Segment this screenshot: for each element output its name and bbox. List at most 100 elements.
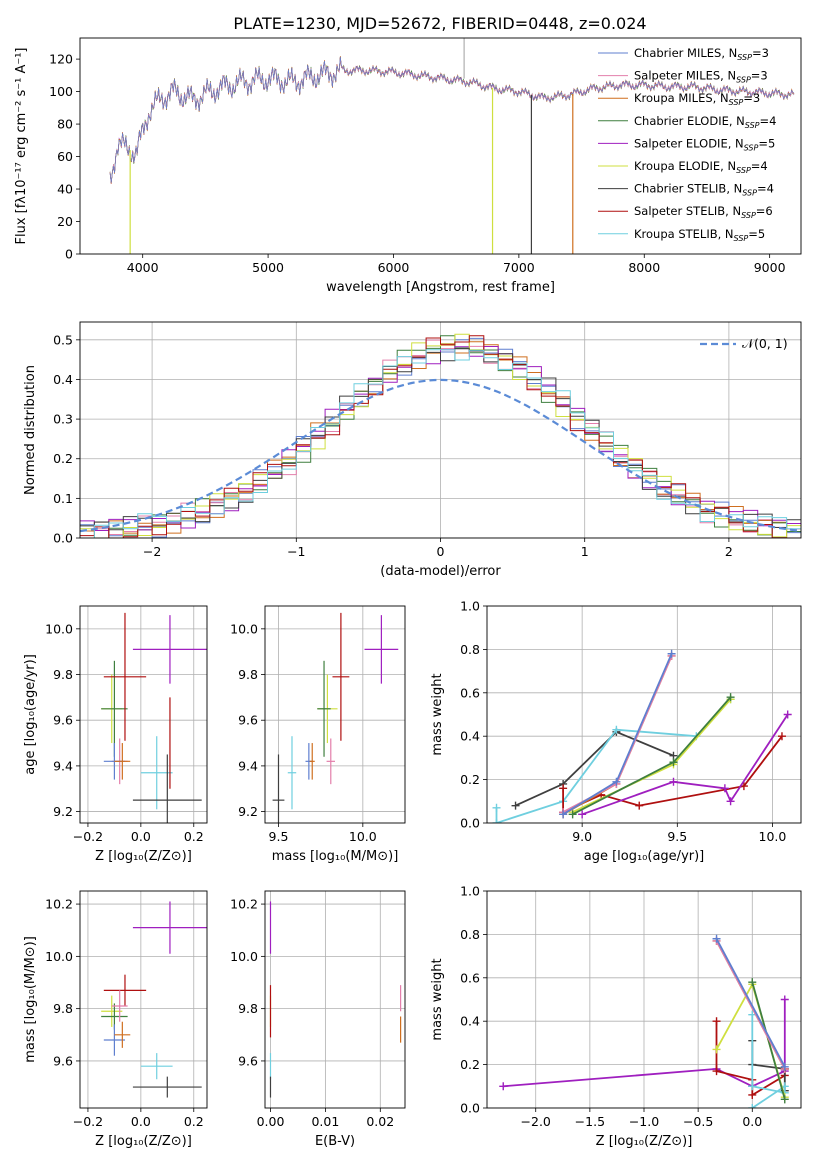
axes-frame: [264, 605, 406, 824]
weight-line-chabrier-stelib: [515, 730, 674, 807]
legend-label: Chabrier ELODIE, NSSP=4: [634, 114, 776, 130]
weight-marker: [726, 797, 735, 806]
x-tick-label: 0.0: [131, 1114, 151, 1129]
y-tick-label: 0.8: [460, 927, 480, 942]
weight-marker: [726, 693, 735, 702]
weight-marker: [777, 732, 786, 741]
axes-age-vs-Z: −0.2 0.0 0.2 9.2 9.4 9.6 9.8 10.0 Z [log₁₀(Z/Z⊙)…: [23, 605, 208, 864]
x-tick-label: −2.0: [521, 1114, 551, 1129]
y-tick-label: 9.4: [238, 758, 258, 773]
weight-marker: [559, 810, 568, 819]
legend-label: Kroupa STELIB, NSSP=5: [634, 227, 765, 243]
y-tick-label: 9.8: [53, 1001, 73, 1016]
legend-label: 𝒩(0, 1): [742, 336, 788, 351]
weight-marker: [712, 1067, 721, 1076]
x-tick-label: 10.0: [349, 829, 377, 844]
legend-label: Chabrier STELIB, NSSP=4: [634, 182, 774, 198]
weight-marker: [720, 784, 729, 793]
y-tick-label: 9.6: [53, 1053, 73, 1068]
axes-frame: [79, 890, 208, 1109]
x-tick-label: 0.0: [742, 1114, 762, 1129]
x-tick-label: 6000: [378, 260, 410, 275]
y-tick-label: 0.0: [460, 816, 480, 831]
x-tick-label: 0.02: [366, 1114, 394, 1129]
weight-line-chabrier-elodie: [751, 981, 786, 1100]
weight-marker: [612, 725, 621, 734]
axes-frame: [486, 605, 802, 824]
x-tick-label: 0.2: [184, 1114, 204, 1129]
weight-marker: [748, 1090, 757, 1099]
axes-residuals: −2 −1 0 1 2 0.0 0.1 0.2 0.3 0.4 0.5 (data-model)/er…: [23, 321, 802, 579]
x-tick-label: 0.01: [311, 1114, 339, 1129]
weight-marker: [712, 1045, 721, 1054]
x-tick-label: −1.0: [629, 1114, 659, 1129]
y-tick-label: 0.0: [460, 1101, 480, 1116]
weight-marker: [635, 801, 644, 810]
y-tick-label: 80: [57, 117, 73, 132]
y-tick-label: 120: [49, 52, 73, 67]
y-tick-label: 60: [57, 149, 73, 164]
weight-marker: [578, 810, 587, 819]
x-tick-label: −0.2: [73, 1114, 103, 1129]
y-axis-label: Normed distribution: [23, 365, 38, 495]
y-tick-label: 9.6: [238, 713, 258, 728]
y-tick-label: 100: [49, 84, 73, 99]
x-tick-label: 5000: [252, 260, 284, 275]
weight-marker: [492, 803, 501, 812]
y-tick-label: 0.2: [460, 772, 480, 787]
y-tick-label: 0.4: [53, 372, 73, 387]
y-tick-label: 0.8: [460, 642, 480, 657]
x-tick-label: 4000: [127, 260, 159, 275]
plot-area: [265, 891, 405, 1108]
axes-frame: [486, 890, 802, 1109]
y-tick-label: 0.6: [460, 970, 480, 985]
y-tick-label: 10.0: [230, 621, 258, 636]
weight-marker: [492, 819, 501, 823]
y-tick-label: 10.0: [45, 621, 73, 636]
x-axis-label: age [log₁₀(age/yr)]: [584, 849, 705, 864]
y-tick-label: 10.0: [45, 949, 73, 964]
x-tick-label: 1: [581, 544, 589, 559]
weight-marker: [712, 934, 721, 943]
y-axis-label: mass weight: [430, 673, 445, 755]
y-tick-label: 0.5: [53, 332, 73, 347]
plot-area: [80, 322, 801, 538]
spectrum-line-chabrier-miles: [109, 56, 795, 183]
x-tick-label: 0.2: [184, 829, 204, 844]
legend-label: Salpeter STELIB, NSSP=6: [634, 204, 773, 220]
legend-label: Kroupa MILES, NSSP=3: [634, 91, 760, 107]
y-tick-label: 0.2: [53, 451, 73, 466]
y-tick-label: 9.8: [53, 667, 73, 682]
y-tick-label: 9.6: [238, 1053, 258, 1068]
y-tick-label: 10.2: [230, 897, 258, 912]
y-tick-label: 0.6: [460, 685, 480, 700]
figure-title: PLATE=1230, MJD=52672, FIBERID=0448, z=0…: [233, 14, 646, 33]
weight-marker: [511, 801, 520, 810]
weight-marker: [712, 1017, 721, 1026]
plot-area: [487, 891, 801, 1108]
y-tick-label: 9.2: [238, 804, 258, 819]
y-tick-label: 9.8: [238, 1001, 258, 1016]
y-axis-label: Flux [fλ10⁻¹⁷ erg cm⁻² s⁻¹ A⁻¹]: [14, 48, 29, 245]
axes-mass-vs-ebv: 0.00 0.01 0.02 9.6 9.8 10.0 10.2 E(B-V): [230, 890, 406, 1149]
y-tick-label: 0.2: [460, 1057, 480, 1072]
plot-area: [80, 606, 207, 823]
weight-marker: [783, 710, 792, 719]
y-tick-label: 9.6: [53, 713, 73, 728]
x-axis-label: (data-model)/error: [380, 564, 501, 579]
weight-marker: [669, 758, 678, 767]
y-tick-label: 10.2: [45, 897, 73, 912]
axes-spectrum: 4000 5000 6000 7000 8000 9000 0 20 40 60 80 100 120 w…: [14, 37, 802, 295]
y-tick-label: 0: [65, 247, 73, 262]
normal-pdf-curve: [80, 378, 801, 533]
x-tick-label: −1: [287, 544, 305, 559]
x-axis-label: wavelength [Angstrom, rest frame]: [326, 280, 555, 295]
axes-frame: [79, 605, 208, 824]
y-tick-label: 0.3: [53, 412, 73, 427]
x-tick-label: −0.5: [683, 1114, 713, 1129]
y-tick-label: 0.4: [460, 729, 480, 744]
axes-mass-vs-Z: −0.2 0.0 0.2 9.6 9.8 10.0 10.2 Z [log₁₀(Z/Z⊙)] m…: [23, 890, 208, 1149]
weight-line-chabrier-miles: [715, 938, 786, 1068]
legend-label: Salpeter ELODIE, NSSP=5: [634, 136, 775, 152]
